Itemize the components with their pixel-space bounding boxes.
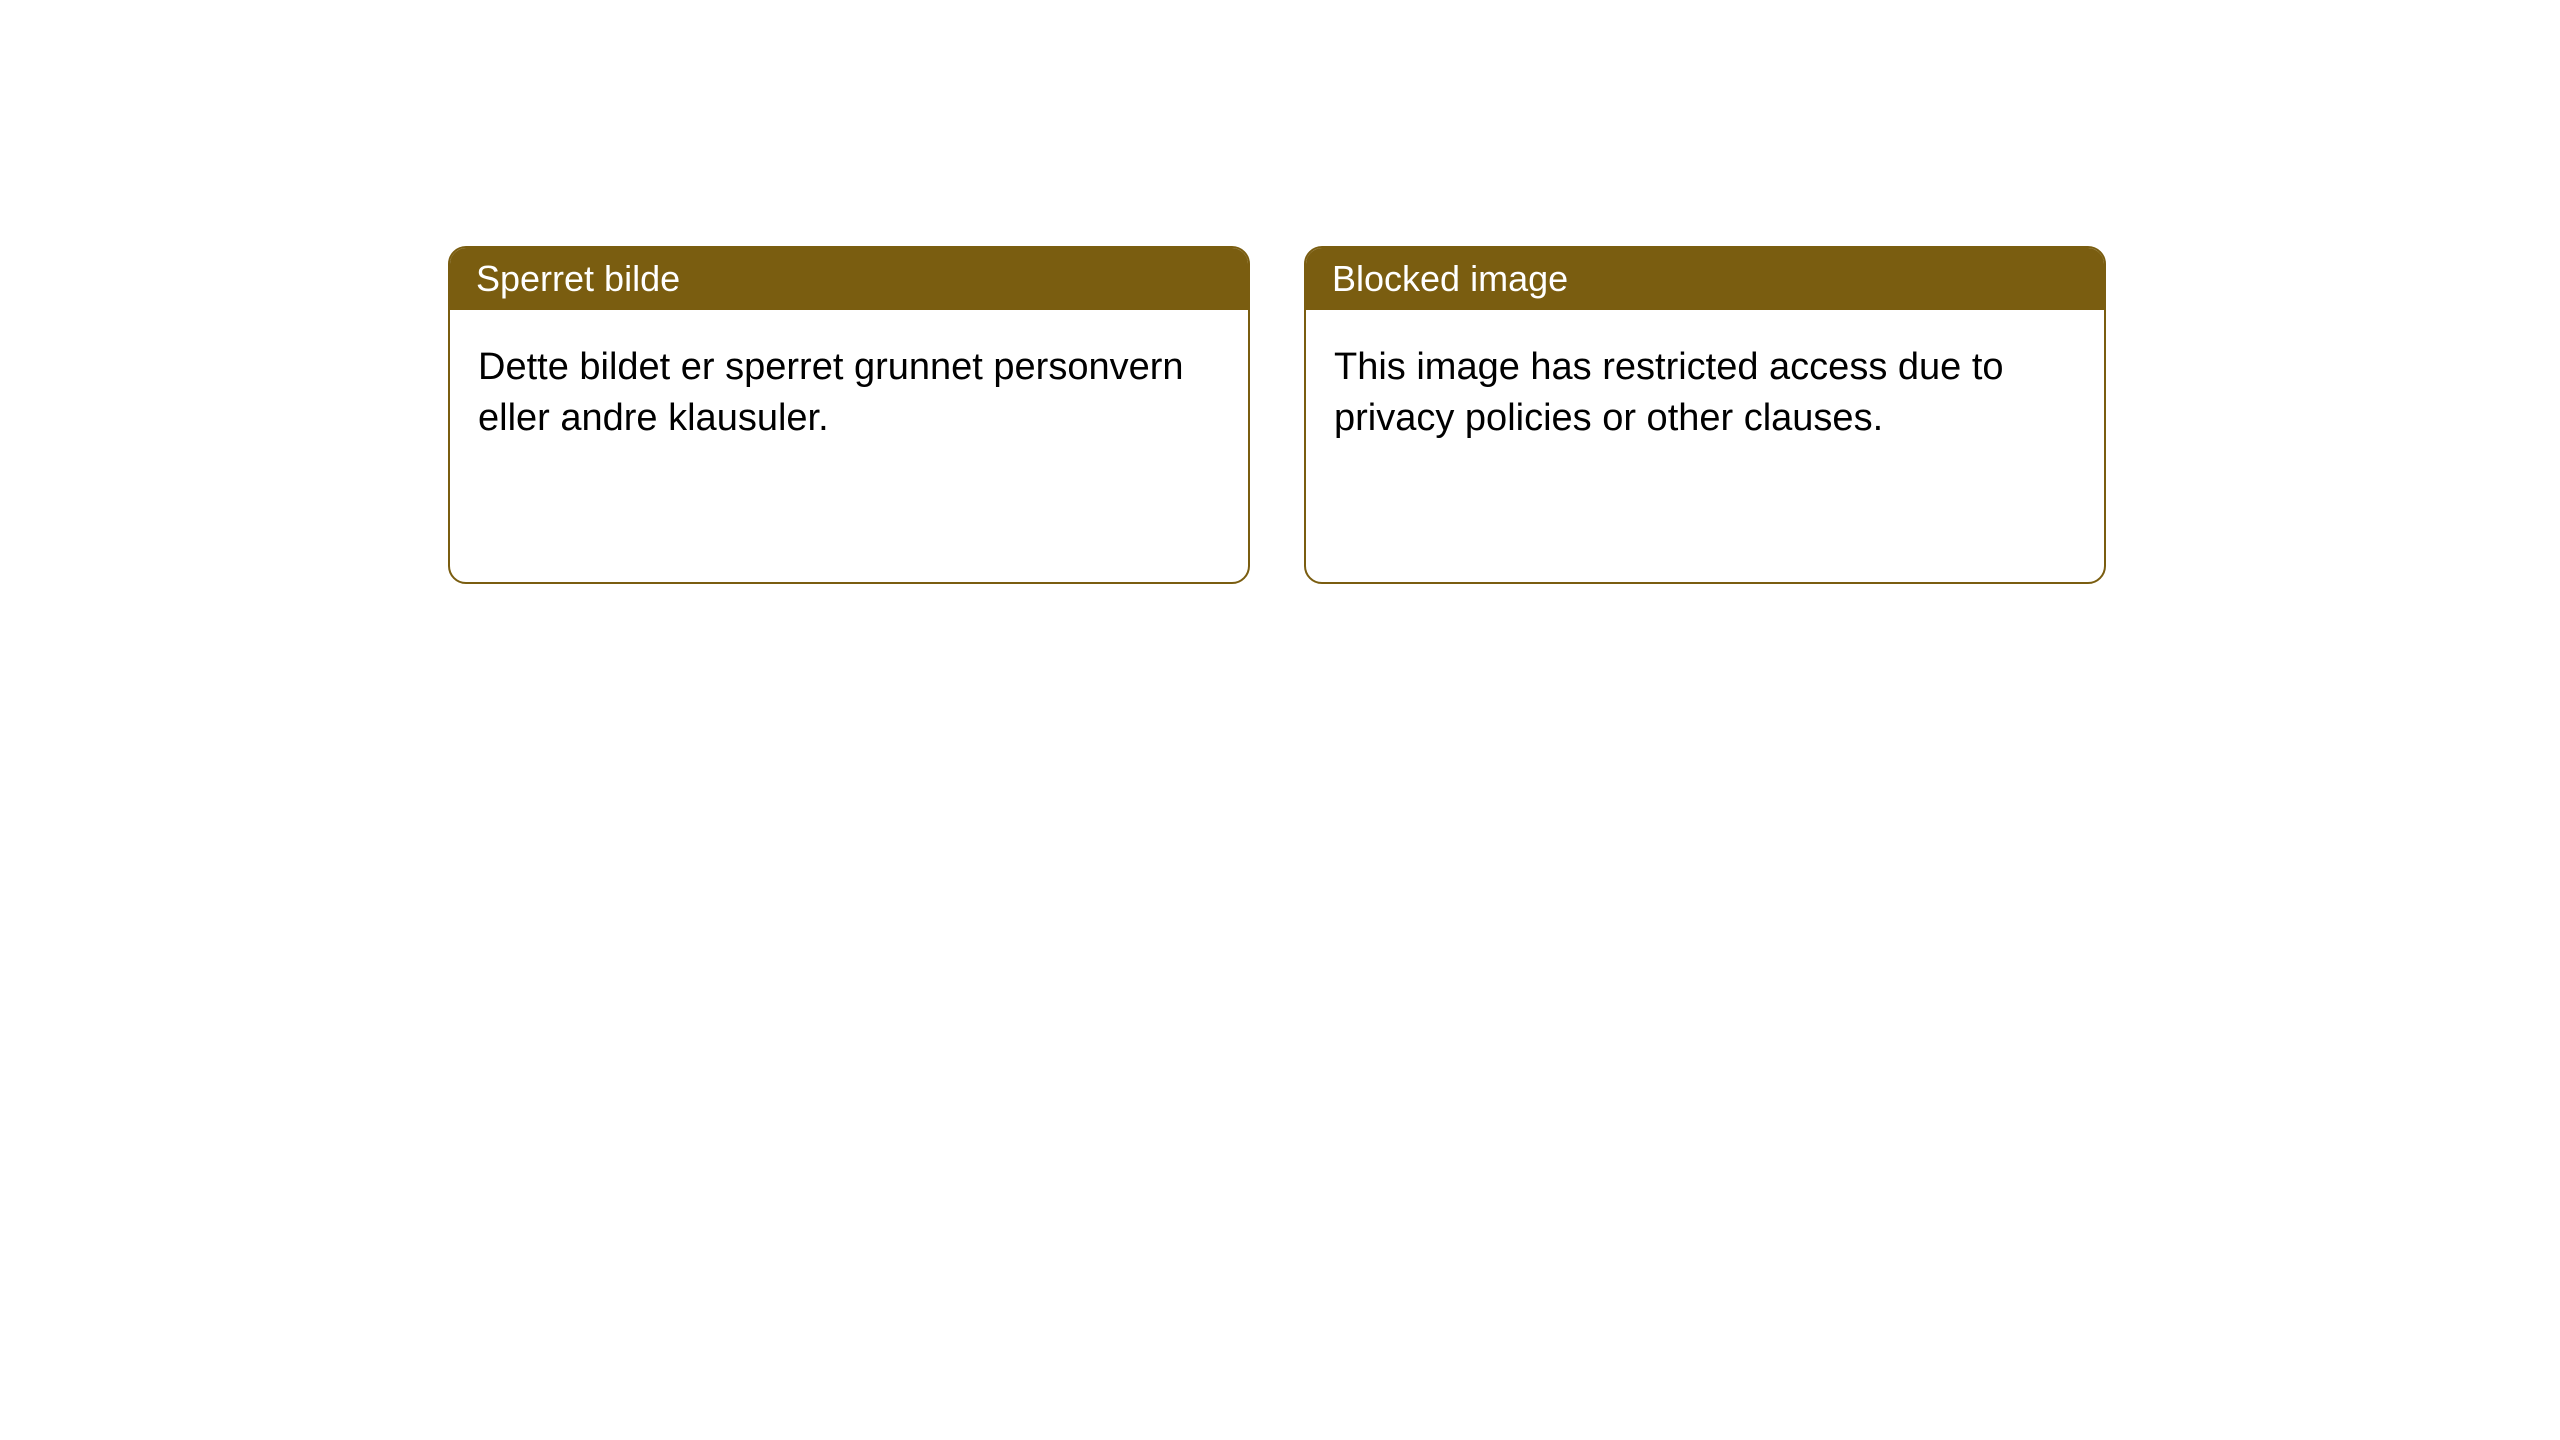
notice-body: This image has restricted access due to … [1306,310,2104,477]
notice-container: Sperret bilde Dette bildet er sperret gr… [448,246,2106,584]
notice-header-text: Blocked image [1332,258,1568,299]
notice-body-text: This image has restricted access due to … [1334,346,2004,439]
notice-header: Sperret bilde [450,248,1248,310]
notice-body: Dette bildet er sperret grunnet personve… [450,310,1248,477]
notice-header-text: Sperret bilde [476,258,680,299]
notice-body-text: Dette bildet er sperret grunnet personve… [478,346,1184,439]
notice-card-norwegian: Sperret bilde Dette bildet er sperret gr… [448,246,1250,584]
notice-card-english: Blocked image This image has restricted … [1304,246,2106,584]
notice-header: Blocked image [1306,248,2104,310]
